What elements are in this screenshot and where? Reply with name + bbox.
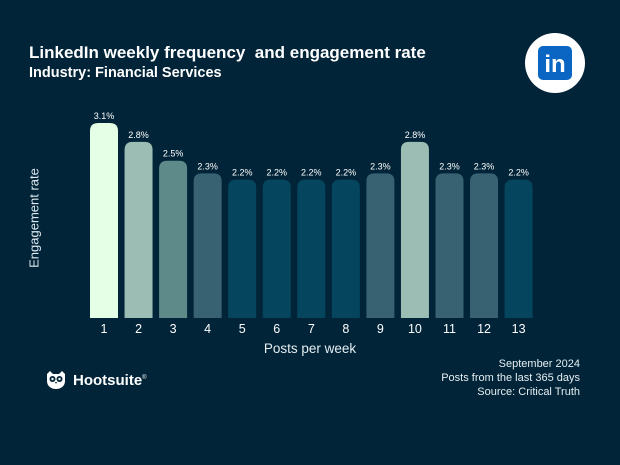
x-tick-label-1: 1 — [101, 322, 108, 336]
x-tick-label-12: 12 — [477, 322, 491, 336]
source-note-text: Posts from the last 365 days — [441, 372, 580, 384]
bar-8 — [331, 179, 360, 318]
x-tick-label-8: 8 — [342, 322, 349, 336]
x-tick-label-6: 6 — [273, 322, 280, 336]
brand-registered-mark: ® — [142, 374, 147, 381]
chart-subtitle: Industry: Financial Services — [29, 65, 222, 81]
bar-3 — [159, 160, 188, 318]
data-label-10: 2.8% — [405, 130, 426, 140]
bar-13 — [504, 179, 533, 318]
data-label-11: 2.3% — [439, 161, 460, 171]
bar-10 — [400, 141, 429, 318]
x-tick-label-13: 13 — [512, 322, 526, 336]
linkedin-logo-mark: in — [538, 46, 572, 80]
linkedin-icon: in — [525, 33, 585, 93]
x-axis-label: Posts per week — [263, 341, 357, 356]
x-tick-label-3: 3 — [170, 322, 177, 336]
bar-4 — [193, 173, 222, 318]
data-label-3: 2.5% — [163, 149, 184, 159]
data-label-6: 2.2% — [266, 168, 287, 178]
source-date: September 2024 — [498, 358, 580, 370]
data-label-13: 2.2% — [508, 168, 529, 178]
source-note: September 2024 Posts from the last 365 d… — [441, 357, 580, 399]
x-tick-label-4: 4 — [204, 322, 211, 336]
data-label-12: 2.3% — [474, 161, 495, 171]
data-label-5: 2.2% — [232, 168, 253, 178]
brand-name: Hootsuite — [73, 371, 143, 389]
bar-11 — [435, 173, 464, 318]
data-label-9: 2.3% — [370, 161, 391, 171]
source-credit: Source: Critical Truth — [477, 386, 580, 398]
data-label-4: 2.3% — [197, 161, 218, 171]
bar-1 — [90, 123, 118, 318]
owl-icon — [47, 371, 65, 389]
bar-7 — [297, 179, 326, 318]
bar-9 — [366, 173, 395, 318]
data-label-1: 3.1% — [94, 111, 115, 121]
x-tick-label-2: 2 — [135, 322, 142, 336]
x-tick-label-11: 11 — [443, 322, 456, 336]
bar-12 — [470, 173, 499, 318]
bar-5 — [228, 179, 257, 318]
data-label-8: 2.2% — [336, 168, 357, 178]
linkedin-logo-text: in — [544, 51, 565, 78]
data-label-2: 2.8% — [128, 130, 149, 140]
x-tick-label-10: 10 — [408, 322, 422, 336]
data-label-7: 2.2% — [301, 168, 322, 178]
hootsuite-brand: Hootsuite® — [45, 370, 147, 390]
chart-title: LinkedIn weekly frequency and engagement… — [29, 43, 426, 62]
x-tick-label-7: 7 — [308, 322, 315, 336]
x-tick-label-5: 5 — [239, 322, 246, 336]
x-tick-label-9: 9 — [377, 322, 384, 336]
bar-6 — [262, 179, 291, 318]
bar-2 — [124, 141, 153, 318]
